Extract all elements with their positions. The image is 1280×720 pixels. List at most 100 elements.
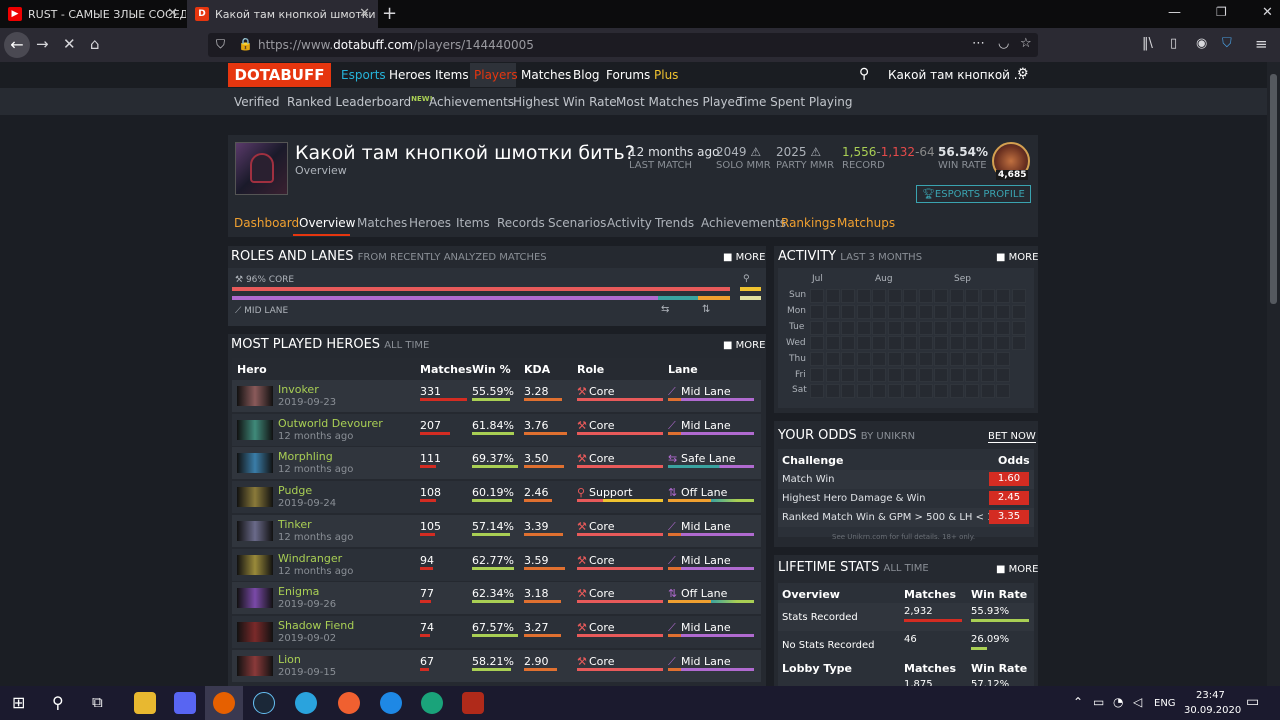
subnav-time-spent[interactable]: Time Spent Playing	[737, 95, 853, 109]
esports-profile-button[interactable]: 🏆︎ ESPORTS PROFILE	[916, 185, 1031, 203]
hero-name[interactable]: Lion	[278, 652, 301, 666]
activity-cell[interactable]	[887, 336, 902, 351]
activity-cell[interactable]	[996, 368, 1010, 382]
odds-value[interactable]: 2.45	[989, 491, 1029, 505]
activity-cell[interactable]	[918, 383, 933, 398]
table-row[interactable]	[232, 582, 761, 615]
activity-cell[interactable]	[887, 289, 902, 303]
activity-cell[interactable]	[841, 289, 855, 303]
scrollbar-thumb[interactable]	[1270, 74, 1277, 304]
activity-cell[interactable]	[887, 368, 902, 382]
extension-icon[interactable]: ⛉	[1222, 36, 1232, 51]
activity-cell[interactable]	[810, 368, 824, 382]
account-icon[interactable]: ◉	[1196, 36, 1208, 51]
nav-plus[interactable]: Plus	[654, 68, 679, 82]
nav-forums[interactable]: Forums	[606, 68, 651, 82]
origin-icon[interactable]	[338, 692, 360, 714]
activity-cell[interactable]	[841, 304, 855, 319]
activity-cell[interactable]	[980, 289, 995, 303]
activity-cell[interactable]	[887, 304, 902, 319]
heroes-more-link[interactable]: ■ MORE	[723, 340, 766, 351]
library-icon[interactable]: ‖\	[1142, 36, 1153, 51]
activity-cell[interactable]	[810, 304, 824, 319]
activity-cell[interactable]	[856, 289, 871, 303]
clock-time[interactable]: 23:47	[1196, 690, 1225, 701]
activity-more-link[interactable]: ■ MORE	[996, 252, 1039, 263]
gear-icon[interactable]: ⚙	[1017, 66, 1029, 81]
hero-portrait[interactable]	[237, 386, 273, 406]
hero-portrait[interactable]	[237, 453, 273, 474]
col-kda[interactable]: KDA	[524, 363, 551, 376]
activity-cell[interactable]	[996, 352, 1010, 367]
tab-trends[interactable]: Trends	[655, 216, 695, 230]
odds-row[interactable]: Highest Hero Damage & Win 2.45	[778, 489, 1034, 508]
close-tab-icon[interactable]: ✕	[359, 6, 370, 21]
hero-portrait[interactable]	[237, 588, 273, 609]
hero-portrait[interactable]	[237, 520, 273, 541]
activity-cell[interactable]	[810, 320, 824, 335]
sidebar-icon[interactable]: ▯	[1170, 36, 1178, 51]
menu-icon[interactable]: ≡	[1255, 35, 1268, 53]
shield-icon[interactable]: ⛉	[216, 37, 226, 51]
hero-name[interactable]: Pudge	[278, 484, 313, 498]
table-row[interactable]	[232, 481, 761, 514]
hero-portrait[interactable]	[237, 419, 273, 440]
activity-cell[interactable]	[903, 320, 917, 335]
minimize-icon[interactable]: —	[1168, 5, 1181, 20]
activity-cell[interactable]	[949, 320, 964, 335]
activity-cell[interactable]	[918, 336, 933, 351]
table-row[interactable]	[232, 413, 761, 446]
activity-cell[interactable]	[996, 320, 1010, 335]
table-row[interactable]	[232, 615, 761, 648]
activity-cell[interactable]	[996, 336, 1010, 351]
activity-cell[interactable]	[934, 304, 948, 319]
search-icon[interactable]: ⚲	[52, 693, 64, 712]
app-icon[interactable]	[380, 692, 402, 714]
subnav-verified[interactable]: Verified	[234, 95, 280, 109]
activity-cell[interactable]	[1011, 289, 1026, 303]
activity-cell[interactable]	[872, 383, 886, 398]
tab-scenarios[interactable]: Scenarios	[548, 216, 607, 230]
hero-name[interactable]: Windranger	[278, 551, 343, 565]
hero-name[interactable]: Outworld Devourer	[278, 416, 383, 430]
activity-cell[interactable]	[810, 336, 824, 351]
activity-cell[interactable]	[949, 304, 964, 319]
activity-cell[interactable]	[872, 304, 886, 319]
hero-portrait[interactable]	[237, 621, 273, 642]
dotabuff-logo[interactable]: DOTABUFF	[228, 63, 331, 87]
tab-matchups[interactable]: Matchups	[837, 216, 896, 230]
language-indicator[interactable]: ENG	[1154, 698, 1176, 709]
activity-cell[interactable]	[856, 352, 871, 367]
subnav-most-matches[interactable]: Most Matches Played	[616, 95, 743, 109]
volume-icon[interactable]: ◁	[1133, 695, 1143, 709]
activity-cell[interactable]	[949, 352, 964, 367]
odds-value[interactable]: 1.60	[989, 472, 1029, 486]
table-row[interactable]	[232, 649, 761, 682]
activity-cell[interactable]	[872, 352, 886, 367]
activity-cell[interactable]	[825, 383, 840, 398]
bookmark-star-icon[interactable]: ☆	[1020, 36, 1032, 51]
activity-cell[interactable]	[810, 289, 824, 303]
stop-icon[interactable]: ✕	[63, 35, 76, 53]
activity-cell[interactable]	[841, 336, 855, 351]
hero-name[interactable]: Enigma	[278, 585, 320, 599]
activity-cell[interactable]	[980, 352, 995, 367]
activity-cell[interactable]	[980, 304, 995, 319]
hero-name[interactable]: Invoker	[278, 383, 319, 396]
tab-dashboard[interactable]: Dashboard	[234, 216, 300, 230]
back-icon[interactable]: ←	[4, 32, 30, 58]
file-explorer-icon[interactable]	[134, 692, 156, 714]
activity-cell[interactable]	[856, 320, 871, 335]
activity-cell[interactable]	[810, 383, 824, 398]
activity-cell[interactable]	[887, 352, 902, 367]
hero-portrait[interactable]	[237, 554, 273, 575]
restore-icon[interactable]: ❐	[1216, 5, 1227, 19]
page-scrollbar[interactable]	[1267, 62, 1280, 686]
activity-cell[interactable]	[934, 320, 948, 335]
pocket-icon[interactable]: ◡	[998, 36, 1010, 51]
odds-value[interactable]: 3.35	[989, 510, 1029, 524]
activity-cell[interactable]	[934, 368, 948, 382]
nav-blog[interactable]: Blog	[573, 68, 600, 82]
bet-now-link[interactable]: BET NOW	[988, 431, 1036, 443]
hero-name[interactable]: Tinker	[278, 517, 312, 531]
